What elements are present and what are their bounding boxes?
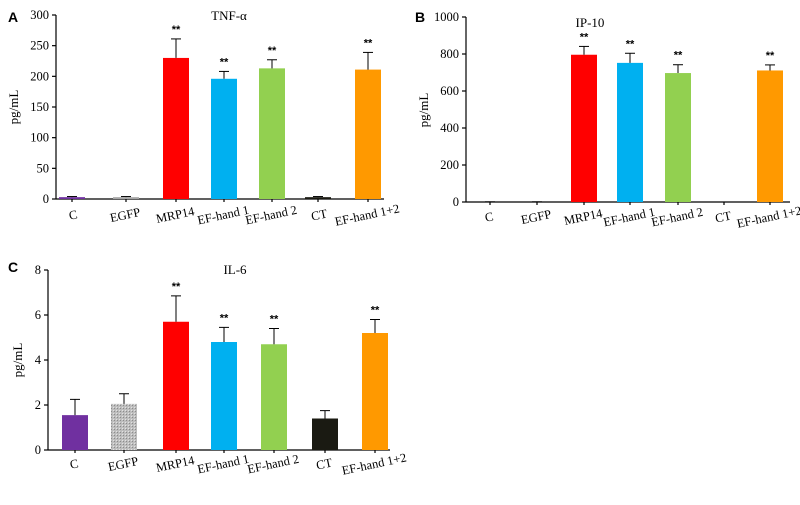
category-label: EF-hand 1+2 — [334, 201, 401, 228]
y-tick-label: 1000 — [434, 10, 459, 24]
category-label: EF-hand 2 — [246, 452, 300, 477]
significance-label: ** — [580, 31, 589, 43]
significance-label: ** — [626, 38, 635, 50]
bar-ef-hand-1-2 — [355, 69, 381, 199]
bar-ef-hand-2 — [665, 73, 691, 203]
significance-label: ** — [674, 50, 683, 62]
category-label: EF-hand 1+2 — [736, 203, 800, 230]
bar-mrp14 — [163, 321, 189, 450]
bar-mrp14 — [163, 57, 189, 199]
bar-egfp — [113, 197, 139, 199]
y-tick-label: 600 — [440, 84, 459, 98]
category-label: EF-hand 2 — [244, 203, 298, 228]
bar-ct — [312, 418, 338, 450]
significance-label: ** — [172, 281, 181, 293]
y-tick-label: 0 — [43, 192, 49, 206]
y-tick-label: 50 — [37, 161, 50, 175]
y-tick-label: 2 — [35, 398, 41, 412]
panel-letter: A — [8, 9, 18, 25]
category-label: C — [484, 209, 495, 224]
chart-title: TNF-α — [211, 8, 247, 23]
bar-egfp — [111, 403, 137, 450]
significance-label: ** — [268, 45, 277, 57]
category-label: EGFP — [107, 454, 140, 474]
y-tick-label: 100 — [30, 131, 49, 145]
bar-ef-hand-2 — [259, 68, 285, 199]
y-tick-label: 250 — [30, 39, 49, 53]
category-label: EGFP — [109, 205, 142, 225]
category-label: MRP14 — [563, 206, 605, 228]
category-label: EF-hand 1 — [602, 205, 656, 230]
category-label: EF-hand 1+2 — [341, 450, 408, 477]
panel-letter: C — [8, 259, 18, 275]
chart-title: IP-10 — [576, 15, 605, 30]
panel-c-chart: C IL-6 pg/mL 0 2 4 6 8 C EGFP ** MRP14 ** EF-hand 1 **… — [8, 259, 408, 478]
significance-label: ** — [371, 305, 380, 317]
category-label: CT — [714, 209, 733, 226]
significance-label: ** — [172, 24, 181, 36]
bar-ef-hand-1-2 — [757, 70, 783, 202]
y-tick-label: 0 — [453, 195, 459, 209]
category-label: EF-hand 1 — [196, 452, 250, 477]
y-tick-label: 4 — [35, 353, 42, 367]
bar-ef-hand-1 — [617, 62, 643, 202]
bar-ct — [305, 197, 331, 199]
panel-letter: B — [415, 9, 425, 25]
bar-ef-hand-1 — [211, 78, 237, 199]
panel-b-chart: B IP-10 pg/mL 0 200 400 600 800 1000 C EGFP ** MRP14… — [415, 9, 800, 231]
category-label: EF-hand 1 — [196, 203, 250, 228]
y-tick-label: 6 — [35, 308, 41, 322]
y-tick-label: 150 — [30, 100, 49, 114]
significance-label: ** — [766, 50, 775, 62]
bar-c — [62, 415, 88, 450]
category-label: C — [69, 456, 80, 471]
significance-label: ** — [364, 37, 373, 49]
category-label: MRP14 — [155, 204, 197, 226]
category-label: CT — [310, 207, 329, 224]
y-tick-label: 8 — [35, 263, 41, 277]
y-tick-label: 300 — [30, 8, 49, 22]
bar-c — [59, 197, 85, 199]
y-tick-label: 400 — [440, 121, 459, 135]
significance-label: ** — [270, 314, 279, 326]
y-axis-title: pg/mL — [10, 343, 25, 378]
y-tick-label: 200 — [30, 69, 49, 83]
y-axis-title: pg/mL — [416, 93, 431, 128]
category-label: EGFP — [520, 207, 553, 227]
y-axis-title: pg/mL — [6, 90, 21, 125]
bar-ef-hand-1 — [211, 342, 237, 450]
chart-title: IL-6 — [223, 262, 247, 277]
category-label: CT — [315, 456, 334, 473]
category-label: C — [68, 207, 79, 222]
y-tick-label: 800 — [440, 47, 459, 61]
bar-ef-hand-1-2 — [362, 333, 388, 450]
bar-ef-hand-2 — [261, 344, 287, 450]
y-tick-label: 200 — [440, 158, 459, 172]
category-label: MRP14 — [155, 453, 197, 475]
category-label: EF-hand 2 — [650, 205, 704, 230]
bar-mrp14 — [571, 54, 597, 202]
panel-a-chart: A TNF-α pg/mL 0 50 100 150 200 250 300 C EGFP ** MRP1… — [6, 8, 401, 229]
y-tick-label: 0 — [35, 443, 41, 457]
significance-label: ** — [220, 312, 229, 324]
significance-label: ** — [220, 56, 229, 68]
